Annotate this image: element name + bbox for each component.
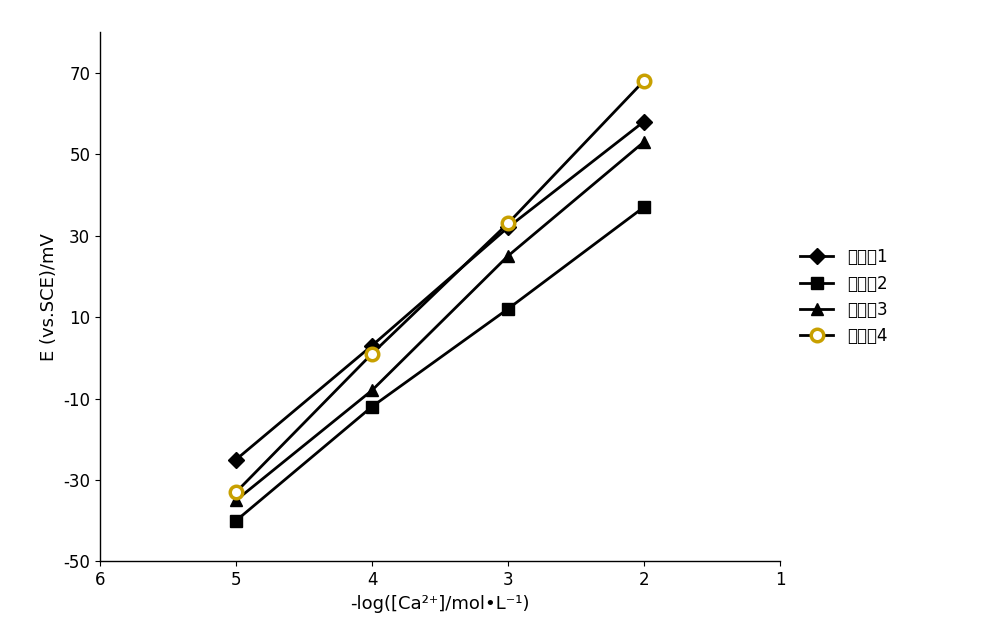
实施例3 xyxy=(366,387,378,394)
实施例3 xyxy=(230,496,242,504)
实施例3 xyxy=(638,138,650,145)
实施例4 xyxy=(230,488,242,496)
X-axis label: -log([Ca²⁺]/mol•L⁻¹): -log([Ca²⁺]/mol•L⁻¹) xyxy=(350,595,530,612)
Y-axis label: E (vs.SCE)/mV: E (vs.SCE)/mV xyxy=(40,233,58,360)
实施例1 xyxy=(502,223,514,231)
实施例2 xyxy=(638,204,650,211)
Line: 实施例3: 实施例3 xyxy=(230,137,650,506)
实施例2 xyxy=(502,305,514,313)
实施例1 xyxy=(230,456,242,463)
实施例1 xyxy=(638,117,650,125)
Line: 实施例2: 实施例2 xyxy=(230,202,650,526)
Legend: 实施例1, 实施例2, 实施例3, 实施例4: 实施例1, 实施例2, 实施例3, 实施例4 xyxy=(793,242,894,352)
Line: 实施例1: 实施例1 xyxy=(230,116,650,465)
实施例4 xyxy=(638,77,650,85)
实施例2 xyxy=(230,517,242,524)
实施例1 xyxy=(366,342,378,350)
实施例3 xyxy=(502,252,514,260)
实施例2 xyxy=(366,403,378,410)
Line: 实施例4: 实施例4 xyxy=(230,75,650,498)
实施例4 xyxy=(366,350,378,357)
实施例4 xyxy=(502,219,514,227)
